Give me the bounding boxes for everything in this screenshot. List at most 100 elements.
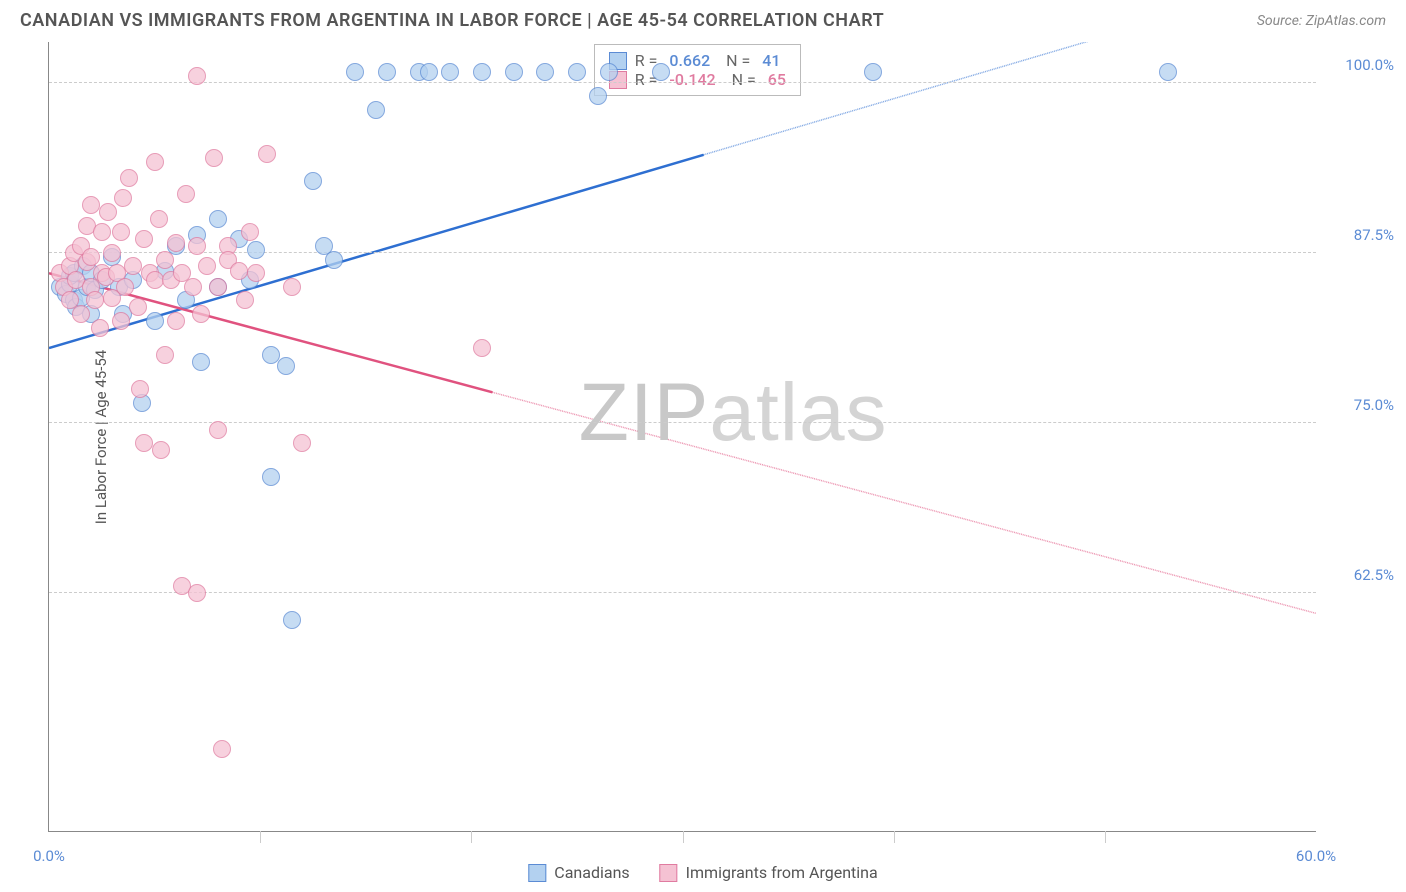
data-point: [112, 223, 130, 241]
data-point: [209, 278, 227, 296]
legend-label: Immigrants from Argentina: [686, 863, 878, 882]
data-point: [192, 305, 210, 323]
stat-row: R = -0.142 N = 65: [609, 70, 786, 89]
data-point: [600, 63, 618, 81]
n-label: N =: [718, 51, 750, 70]
data-point: [72, 305, 90, 323]
data-point: [420, 63, 438, 81]
data-point: [293, 434, 311, 452]
data-point: [188, 584, 206, 602]
data-point: [652, 63, 670, 81]
data-point: [325, 251, 343, 269]
data-point: [241, 223, 259, 241]
data-point: [167, 312, 185, 330]
data-point: [114, 189, 132, 207]
data-point: [536, 63, 554, 81]
data-point: [146, 153, 164, 171]
chart-area: In Labor Force | Age 45-54 ZIPatlas R = …: [48, 42, 1316, 832]
gridline-h: [49, 82, 1316, 83]
data-point: [82, 248, 100, 266]
data-point: [198, 257, 216, 275]
plot-region: ZIPatlas R = 0.662 N = 41R = -0.142 N = …: [48, 42, 1316, 832]
legend-label: Canadians: [554, 863, 629, 882]
correlation-stats-box: R = 0.662 N = 41R = -0.142 N = 65: [594, 44, 801, 96]
data-point: [213, 740, 231, 758]
data-point: [192, 353, 210, 371]
y-tick-label: 100.0%: [1324, 56, 1394, 74]
gridline-h: [49, 252, 1316, 253]
data-point: [262, 468, 280, 486]
data-point: [135, 230, 153, 248]
r-value: -0.142: [665, 70, 715, 89]
data-point: [247, 264, 265, 282]
data-point: [188, 237, 206, 255]
x-tick-mark: [1105, 831, 1106, 843]
data-point: [505, 63, 523, 81]
data-point: [367, 101, 385, 119]
legend-swatch: [528, 864, 546, 882]
data-point: [258, 145, 276, 163]
data-point: [177, 185, 195, 203]
data-point: [283, 278, 301, 296]
data-point: [82, 196, 100, 214]
data-point: [99, 203, 117, 221]
n-value: 65: [764, 70, 786, 89]
data-point: [156, 346, 174, 364]
data-point: [209, 210, 227, 228]
legend-swatch: [660, 864, 678, 882]
data-point: [150, 210, 168, 228]
data-point: [864, 63, 882, 81]
data-point: [1159, 63, 1177, 81]
data-point: [205, 149, 223, 167]
x-tick-mark: [471, 831, 472, 843]
data-point: [135, 434, 153, 452]
x-tick-mark: [683, 831, 684, 843]
data-point: [473, 63, 491, 81]
data-point: [124, 257, 142, 275]
y-tick-label: 87.5%: [1324, 226, 1394, 244]
data-point: [156, 251, 174, 269]
data-point: [93, 223, 111, 241]
x-tick-mark: [894, 831, 895, 843]
data-point: [146, 312, 164, 330]
data-point: [230, 262, 248, 280]
data-point: [247, 241, 265, 259]
n-value: 41: [758, 51, 780, 70]
data-point: [86, 291, 104, 309]
data-point: [304, 172, 322, 190]
gridline-h: [49, 592, 1316, 593]
data-point: [378, 63, 396, 81]
data-point: [441, 63, 459, 81]
legend: Canadians Immigrants from Argentina: [528, 863, 877, 882]
y-tick-label: 62.5%: [1324, 566, 1394, 584]
data-point: [184, 278, 202, 296]
data-point: [129, 298, 147, 316]
chart-title: CANADIAN VS IMMIGRANTS FROM ARGENTINA IN…: [20, 10, 884, 31]
data-point: [236, 291, 254, 309]
data-point: [152, 441, 170, 459]
data-point: [277, 357, 295, 375]
data-point: [283, 611, 301, 629]
n-label: N =: [724, 70, 756, 89]
data-point: [116, 278, 134, 296]
x-tick-mark: [260, 831, 261, 843]
data-point: [146, 271, 164, 289]
data-point: [188, 67, 206, 85]
gridline-h: [49, 422, 1316, 423]
x-tick-label: 0.0%: [33, 847, 65, 865]
data-point: [112, 312, 130, 330]
data-point: [589, 87, 607, 105]
data-point: [167, 234, 185, 252]
source-label: Source: ZipAtlas.com: [1257, 13, 1386, 29]
stat-row: R = 0.662 N = 41: [609, 51, 786, 70]
data-point: [103, 244, 121, 262]
r-value: 0.662: [665, 51, 710, 70]
data-point: [131, 380, 149, 398]
data-point: [346, 63, 364, 81]
data-point: [120, 169, 138, 187]
data-point: [209, 421, 227, 439]
legend-item: Canadians: [528, 863, 629, 882]
watermark: ZIPatlas: [579, 366, 888, 460]
data-point: [91, 319, 109, 337]
x-tick-label: 60.0%: [1296, 847, 1336, 865]
